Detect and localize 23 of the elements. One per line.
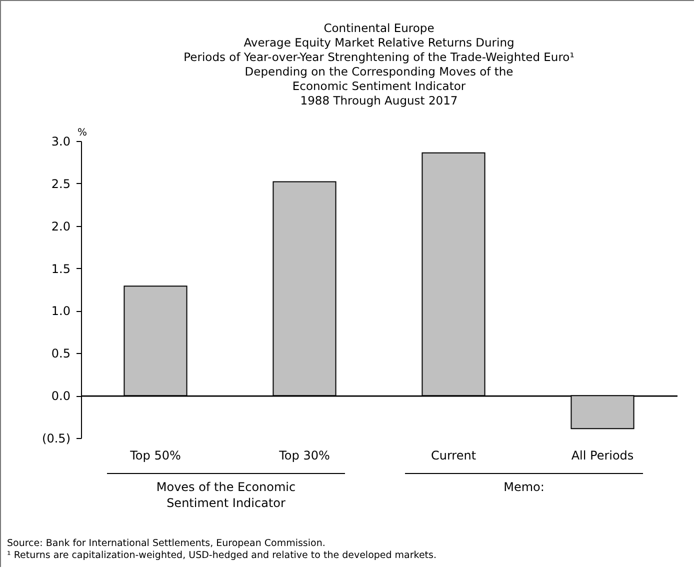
text: ¹ Returns are capitalization-weighted, USD-hedged and relative to the developed markets. xyxy=(7,550,436,561)
x-tick-label: Current xyxy=(430,448,476,462)
text: Memo: xyxy=(502,479,546,495)
source-note: Source: Bank for International Settlements, European Commission. xyxy=(7,538,326,549)
y-tick-label: 3.0 xyxy=(51,134,70,148)
y-tick-label: 1.5 xyxy=(51,262,70,276)
y-tick-label: 1.0 xyxy=(51,304,70,318)
x-tick-label: Top 30% xyxy=(278,448,330,462)
text: Average Equity Market Relative Returns During xyxy=(244,36,514,50)
text: Depending on the Corresponding Moves of the xyxy=(244,64,514,78)
x-tick-label: All Periods xyxy=(571,448,634,462)
text: Economic Sentiment Indicator xyxy=(292,79,466,93)
y-axis-title: % xyxy=(78,128,88,138)
text: Continental Europe xyxy=(324,21,434,35)
y-tick-label: (0.5) xyxy=(42,432,70,446)
y-tick-label: 2.0 xyxy=(51,219,70,234)
text: Moves of the Economic Sentiment Indicator xyxy=(155,479,297,511)
y-tick-label: 2.5 xyxy=(51,176,70,191)
text: Periods of Year-over-Year Strenghtening of the Trade-Weighted Euro¹ xyxy=(184,50,574,64)
text: 1988 Through August 2017 xyxy=(300,94,458,108)
y-tick-label: 0.5 xyxy=(51,346,70,361)
y-tick-label: 0.0 xyxy=(51,389,70,404)
x-tick-label: Top 50% xyxy=(129,448,181,462)
